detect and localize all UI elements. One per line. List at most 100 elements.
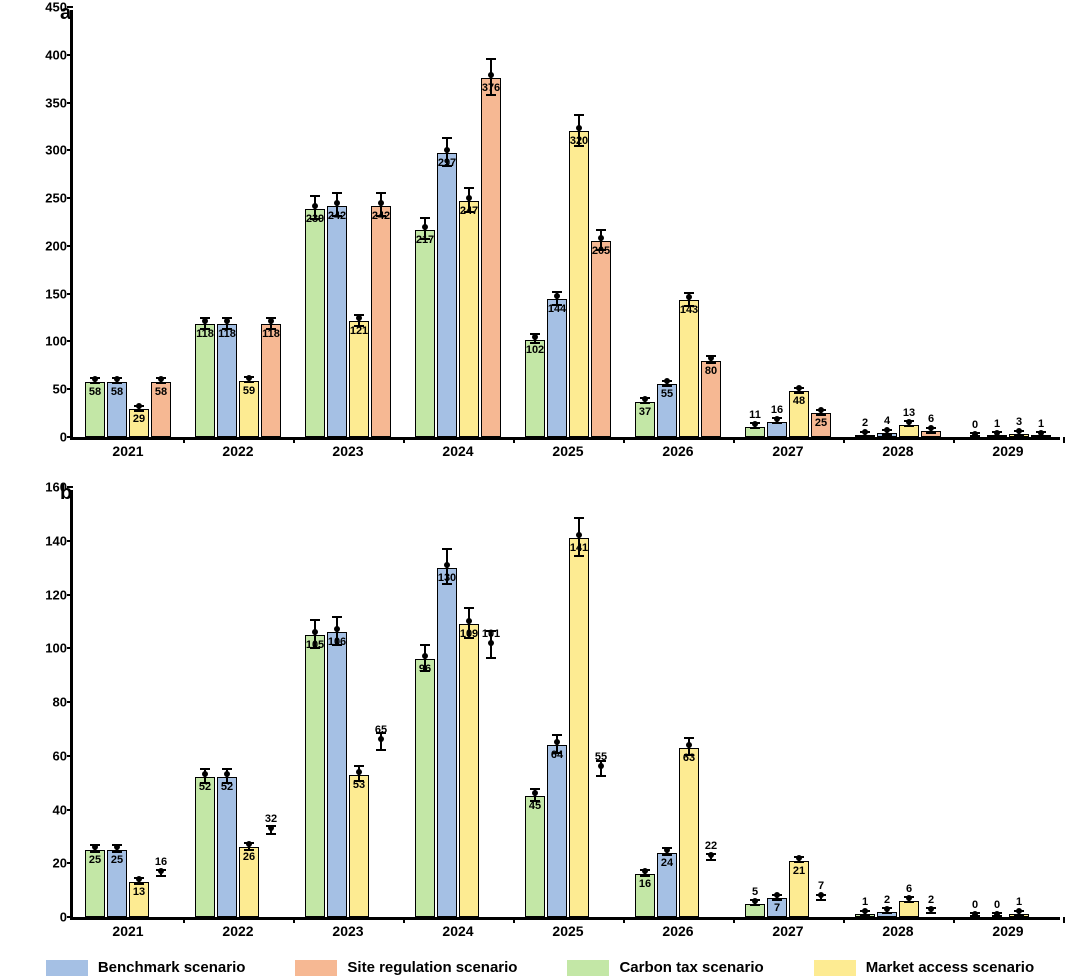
- panel-b: 0204060801001201401602021252513162022525…: [70, 490, 1060, 920]
- value-label: 1: [994, 418, 1000, 430]
- value-label: 6: [928, 413, 934, 425]
- point-marker: [774, 416, 780, 422]
- bar-benchmark: [437, 153, 457, 437]
- value-label: 16: [771, 404, 783, 416]
- xtick-mark: [293, 437, 295, 443]
- point-marker: [246, 375, 252, 381]
- xtick-label: 2025: [552, 437, 583, 459]
- point-marker: [642, 868, 648, 874]
- ytick-mark: [67, 540, 73, 542]
- xtick-label: 2023: [332, 437, 363, 459]
- xtick-mark: [733, 437, 735, 443]
- bar-benchmark: [217, 777, 237, 917]
- value-label: 45: [529, 800, 541, 812]
- point-marker: [444, 562, 450, 568]
- point-marker: [334, 200, 340, 206]
- value-label: 25: [111, 854, 123, 866]
- point-marker: [642, 396, 648, 402]
- point-marker: [312, 203, 318, 209]
- point-marker: [972, 911, 978, 917]
- point-marker: [994, 911, 1000, 917]
- value-label: 102: [526, 344, 544, 356]
- point-marker: [268, 825, 274, 831]
- xtick-mark: [733, 917, 735, 923]
- bar-benchmark: [327, 206, 347, 437]
- point-marker: [598, 763, 604, 769]
- legend-swatch: [567, 960, 609, 976]
- bar-carbon_tax: [305, 635, 325, 917]
- xtick-mark: [513, 917, 515, 923]
- value-label: 118: [218, 328, 236, 340]
- legend-label: Benchmark scenario: [98, 959, 246, 976]
- value-label: 130: [438, 572, 456, 584]
- bar-market_access: [679, 300, 699, 437]
- value-label: 118: [262, 328, 280, 340]
- bar-carbon_tax: [195, 324, 215, 437]
- value-label: 105: [306, 639, 324, 651]
- point-marker: [1038, 430, 1044, 436]
- legend-label: Carbon tax scenario: [619, 959, 763, 976]
- point-marker: [752, 898, 758, 904]
- value-label: 52: [199, 781, 211, 793]
- value-label: 58: [89, 386, 101, 398]
- value-label: 80: [705, 365, 717, 377]
- bar-benchmark: [217, 324, 237, 437]
- point-marker: [554, 739, 560, 745]
- bar-site_regulation: [481, 78, 501, 437]
- panel-a: 0501001502002503003504004502021585829582…: [70, 10, 1060, 440]
- xtick-mark: [843, 437, 845, 443]
- xtick-mark: [1063, 437, 1065, 443]
- xtick-mark: [403, 917, 405, 923]
- point-marker: [158, 868, 164, 874]
- value-label: 32: [265, 813, 277, 825]
- bar-site_regulation: [371, 206, 391, 437]
- xtick-label: 2023: [332, 917, 363, 939]
- value-label: 11: [749, 409, 761, 421]
- legend-item-carbon_tax: Carbon tax scenario: [567, 959, 763, 976]
- legend-label: Site regulation scenario: [347, 959, 517, 976]
- point-marker: [356, 769, 362, 775]
- ytick-mark: [67, 594, 73, 596]
- bar-market_access: [459, 201, 479, 437]
- bar-benchmark: [547, 745, 567, 917]
- value-label: 63: [683, 752, 695, 764]
- value-label: 109: [460, 628, 478, 640]
- point-marker: [422, 224, 428, 230]
- xtick-label: 2024: [442, 917, 473, 939]
- ytick-mark: [67, 245, 73, 247]
- point-marker: [686, 742, 692, 748]
- point-marker: [466, 195, 472, 201]
- point-marker: [708, 852, 714, 858]
- value-label: 217: [416, 234, 434, 246]
- xtick-mark: [513, 437, 515, 443]
- ytick-mark: [67, 809, 73, 811]
- bar-benchmark: [437, 568, 457, 917]
- figure: Benchmark scenario Site regulation scenar…: [0, 0, 1080, 980]
- value-label: 64: [551, 749, 563, 761]
- xtick-label: 2026: [662, 917, 693, 939]
- bar-site_regulation: [591, 241, 611, 437]
- xtick-label: 2022: [222, 437, 253, 459]
- point-marker: [906, 895, 912, 901]
- ytick-mark: [67, 916, 73, 918]
- value-label: 1: [1016, 896, 1022, 908]
- plot-area: 0204060801001201401602021252513162022525…: [70, 490, 1060, 920]
- bar-benchmark: [547, 299, 567, 437]
- xtick-mark: [1063, 917, 1065, 923]
- legend: Benchmark scenario Site regulation scenar…: [0, 959, 1080, 976]
- point-marker: [158, 376, 164, 382]
- point-marker: [906, 419, 912, 425]
- legend-label: Market access scenario: [866, 959, 1034, 976]
- point-marker: [422, 653, 428, 659]
- value-label: 16: [639, 878, 651, 890]
- panel-label: b: [60, 482, 72, 505]
- bar-carbon_tax: [305, 209, 325, 437]
- xtick-mark: [623, 437, 625, 443]
- value-label: 376: [482, 82, 500, 94]
- xtick-mark: [623, 917, 625, 923]
- point-marker: [488, 72, 494, 78]
- bar-carbon_tax: [525, 796, 545, 917]
- ytick-mark: [67, 388, 73, 390]
- value-label: 59: [243, 385, 255, 397]
- value-label: 52: [221, 781, 233, 793]
